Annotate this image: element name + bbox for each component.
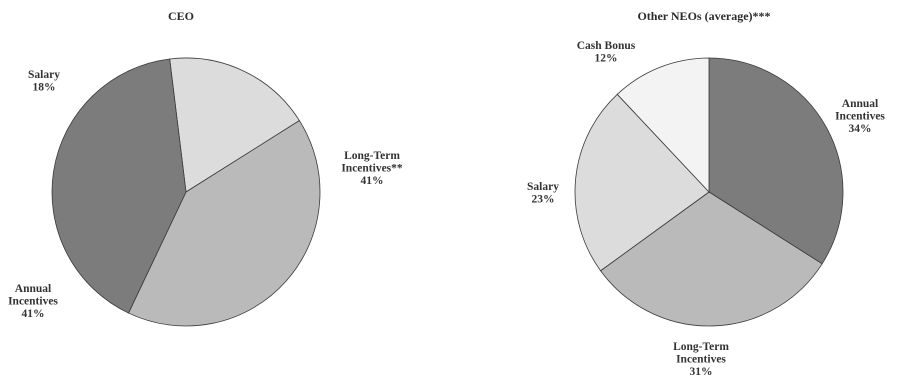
slice-label-salary: Salary 23% <box>527 181 559 206</box>
slice-label-long-term-incentives: Long-Term Incentives** 41% <box>341 150 403 187</box>
pie-slice-annual-incentives <box>708 57 844 265</box>
pie-slice-salary <box>574 93 710 272</box>
pie-slice-long-term-incentives <box>600 191 823 327</box>
pie-slice-cash-bonus <box>616 57 710 194</box>
slice-label-salary: Salary 18% <box>28 69 60 94</box>
pie-slice-salary <box>169 57 300 193</box>
pie-chart-1: CEO Salary 18% Long-Term Incentives** 41% Annu… <box>8 9 403 327</box>
slice-label-cash-bonus: Cash Bonus 12% <box>577 40 636 65</box>
pie-chart-2: Other NEOs (average)*** Annual Incentives 3… <box>527 9 885 378</box>
pie-slice-annual-incentives <box>51 58 187 314</box>
slice-label-long-term-incentives: Long-Term Incentives 31% <box>673 341 729 378</box>
pie-slice-long-term-incentives <box>127 120 321 327</box>
slice-label-annual-incentives: Annual Incentives 34% <box>835 98 885 135</box>
slice-label-annual-incentives: Annual Incentives 41% <box>8 283 58 320</box>
chart-title: CEO <box>168 9 194 23</box>
chart-title: Other NEOs (average)*** <box>637 9 770 23</box>
